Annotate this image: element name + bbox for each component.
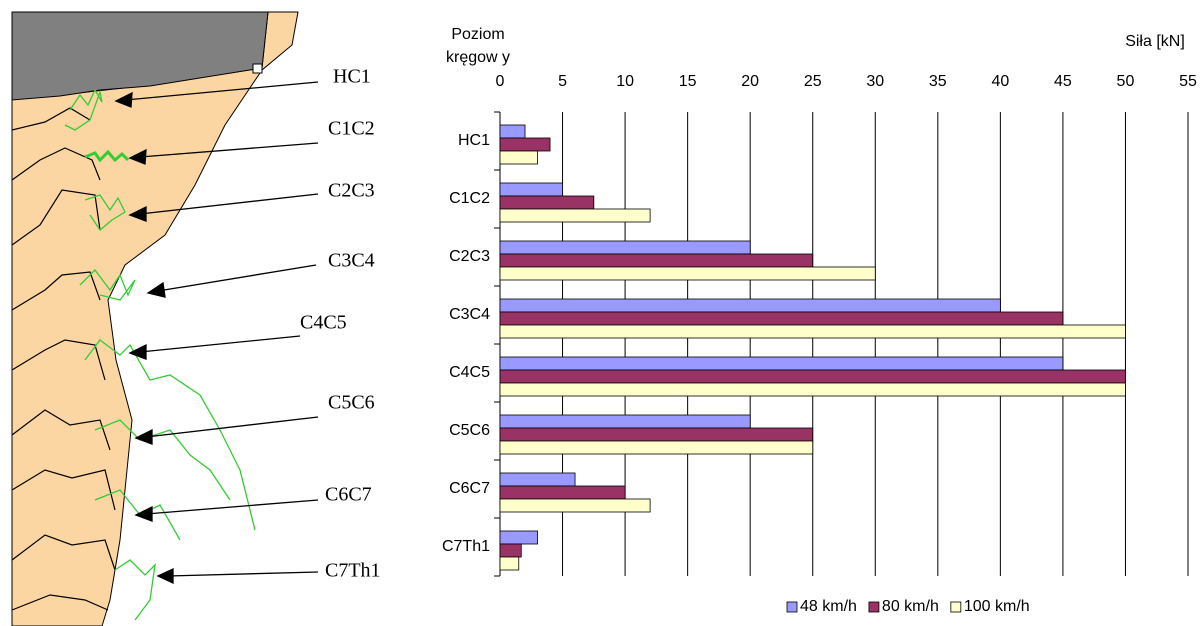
bar — [500, 370, 1125, 383]
y-tick-label: C7Th1 — [442, 538, 490, 555]
legend-label: 80 km/h — [882, 598, 939, 615]
bar — [500, 415, 750, 428]
y-tick-label: C2C3 — [449, 248, 490, 265]
y-axis-label: kręgow y — [446, 49, 510, 66]
bar — [500, 254, 813, 267]
y-tick-label: C1C2 — [449, 190, 490, 207]
bar — [500, 531, 538, 544]
bar — [500, 473, 575, 486]
x-tick-label: 45 — [1054, 73, 1072, 90]
x-tick-label: 5 — [558, 73, 567, 90]
legend-swatch — [787, 602, 797, 612]
soft-tissue — [12, 12, 298, 626]
bar — [500, 196, 594, 209]
bar — [500, 241, 750, 254]
bar — [500, 312, 1063, 325]
bar — [500, 499, 650, 512]
bar — [500, 299, 1000, 312]
x-tick-label: 50 — [1117, 73, 1135, 90]
bar — [500, 441, 813, 454]
bar — [500, 151, 538, 164]
legend-swatch — [869, 602, 879, 612]
level-label: C5C6 — [328, 392, 375, 414]
bar — [500, 325, 1125, 338]
x-tick-label: 0 — [496, 73, 505, 90]
x-tick-label: 30 — [866, 73, 884, 90]
x-tick-label: 35 — [929, 73, 947, 90]
y-axis-label: Poziom — [451, 26, 504, 43]
y-tick-label: C5C6 — [449, 422, 490, 439]
legend-label: 48 km/h — [800, 598, 857, 615]
arrows — [116, 82, 318, 583]
bar — [500, 428, 813, 441]
bar — [500, 267, 875, 280]
y-tick-label: HC1 — [458, 132, 490, 149]
y-tick-label: C3C4 — [449, 306, 490, 323]
level-label: C2C3 — [328, 180, 375, 202]
level-label: C4C5 — [300, 312, 347, 334]
x-tick-label: 55 — [1179, 73, 1197, 90]
y-tick-label: C6C7 — [449, 480, 490, 497]
chart: Poziom kręgow y Siła [kN] 0 5 10 15 20 25 30 35… — [442, 26, 1197, 615]
bar — [500, 383, 1125, 396]
page: HC1 C1C2 C2C3 C3C4 C4C5 C5C6 C6C7 C7Th1 … — [0, 0, 1202, 626]
bar — [500, 209, 650, 222]
bar — [500, 557, 519, 570]
level-label: HC1 — [333, 66, 371, 88]
bar — [500, 486, 625, 499]
legend-swatch — [951, 602, 961, 612]
x-tick-label: 15 — [679, 73, 697, 90]
illustration: HC1 C1C2 C2C3 C3C4 C4C5 C5C6 C6C7 C7Th1 — [12, 12, 381, 626]
x-tick-label: 40 — [991, 73, 1009, 90]
bar — [500, 357, 1063, 370]
x-tick-label: 10 — [616, 73, 634, 90]
x-tick-label: 20 — [741, 73, 759, 90]
level-label: C6C7 — [325, 484, 372, 506]
bar — [500, 544, 521, 557]
level-label: C7Th1 — [325, 560, 381, 582]
level-label: C1C2 — [328, 118, 375, 140]
bar — [500, 138, 550, 151]
bar — [500, 183, 563, 196]
bar — [500, 125, 525, 138]
legend-label: 100 km/h — [964, 598, 1030, 615]
y-tick-label: C4C5 — [449, 364, 490, 381]
x-axis-label: Siła [kN] — [1125, 33, 1185, 50]
joint-marker — [253, 64, 262, 73]
level-label: C3C4 — [328, 250, 375, 272]
x-tick-label: 25 — [804, 73, 822, 90]
